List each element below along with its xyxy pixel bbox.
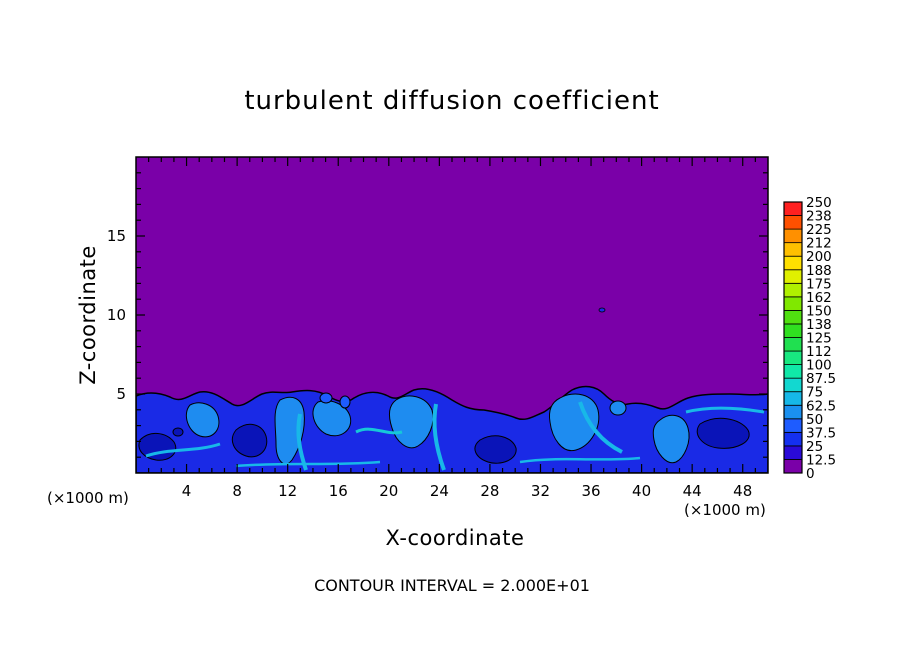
colorbar-swatch	[783, 228, 803, 244]
eddy-blob	[339, 395, 351, 409]
colorbar-label: 37.5	[806, 425, 836, 441]
x-tick-label: 4	[182, 482, 192, 500]
x-tick-label: 16	[329, 482, 348, 500]
colorbar-label: 175	[806, 276, 832, 292]
eddy-blob	[609, 400, 627, 416]
colorbar-swatch	[783, 282, 803, 298]
x-tick-label: 12	[278, 482, 297, 500]
colorbar-swatch	[783, 445, 803, 460]
colorbar-swatch	[783, 404, 803, 420]
eddy-filament	[685, 406, 765, 414]
eddy-blob	[598, 307, 606, 313]
x-tick-label: 36	[581, 482, 600, 500]
colorbar-swatch	[783, 377, 803, 393]
x-axis-label: X-coordinate	[385, 526, 525, 550]
colorbar-swatch	[783, 296, 803, 311]
colorbar-label: 200	[806, 249, 832, 265]
x-tick-label: 28	[480, 482, 499, 500]
colorbar-label: 162	[806, 290, 832, 306]
colorbar-label: 212	[806, 236, 832, 252]
colorbar-label: 125	[806, 331, 832, 347]
y-axis-ticks: 5 10 15	[107, 172, 768, 458]
colorbar-label: 112	[806, 344, 832, 360]
eddy-blob	[319, 392, 333, 404]
contour-interval-note: CONTOUR INTERVAL = 2.000E+01	[314, 576, 590, 595]
chart-title: turbulent diffusion coefficient	[244, 86, 660, 116]
colorbar-label: 62.5	[806, 398, 836, 414]
eddy-pocket	[231, 423, 268, 458]
colorbar-swatch	[783, 391, 803, 406]
x-axis-ticks: 4 8 12 16 20 24 28 32 36 40 44 48	[148, 157, 756, 500]
eddy-blob	[172, 427, 184, 437]
colorbar-label: 100	[806, 358, 832, 374]
colorbar-swatch	[783, 269, 803, 284]
y-unit-label: (×1000 m)	[47, 489, 129, 507]
colorbar-swatch	[783, 431, 803, 447]
colorbar-label: 250	[806, 195, 832, 211]
y-tick-label: 10	[107, 306, 126, 324]
eddy-plume	[652, 414, 690, 464]
y-tick-label: 15	[107, 227, 126, 245]
eddy-filament	[578, 401, 623, 454]
colorbar-swatch	[783, 255, 803, 271]
colorbar-swatch	[783, 459, 803, 474]
x-tick-label: 48	[733, 482, 752, 500]
x-tick-label: 32	[531, 482, 550, 500]
colorbar-swatch	[783, 323, 803, 338]
x-tick-label: 20	[379, 482, 398, 500]
eddy-pocket	[138, 433, 177, 461]
colorbar-swatch	[783, 418, 803, 433]
colorbar-label: 50	[806, 412, 823, 428]
eddy-plume	[312, 400, 352, 437]
colorbar-swatch	[783, 337, 803, 352]
colorbar-label: 238	[806, 209, 832, 225]
x-tick-label: 8	[232, 482, 242, 500]
eddy-plume	[549, 393, 600, 452]
x-tick-label: 44	[683, 482, 702, 500]
colorbar-label: 12.5	[806, 452, 836, 468]
colorbar-label: 188	[806, 263, 832, 279]
colorbar-swatch	[783, 242, 803, 257]
colorbar-swatch	[783, 309, 803, 325]
y-axis-label: Z-coordinate	[76, 245, 100, 385]
eddy-filament	[145, 442, 221, 458]
eddy-filament	[519, 456, 641, 464]
eddy-plume	[388, 395, 434, 449]
x-tick-label: 40	[632, 482, 651, 500]
colorbar: 012.52537.55062.57587.510011212513815016…	[783, 195, 836, 482]
eddy-filament	[235, 460, 381, 468]
colorbar-swatch	[783, 350, 803, 365]
eddy-pocket	[474, 435, 517, 464]
y-tick-label: 5	[116, 385, 126, 403]
colorbar-frame	[783, 201, 803, 474]
colorbar-label: 225	[806, 222, 832, 238]
x-tick-label: 24	[430, 482, 449, 500]
colorbar-swatch	[783, 215, 803, 230]
colorbar-label: 25	[806, 439, 823, 455]
eddy-plume	[185, 402, 220, 438]
eddy-filament	[296, 413, 308, 471]
colorbar-swatch	[783, 364, 803, 379]
eddy-filament	[355, 427, 403, 435]
colorbar-label: 87.5	[806, 371, 836, 387]
eddy-plume	[274, 396, 305, 465]
boundary-layer-field	[136, 307, 768, 473]
colorbar-label: 75	[806, 385, 823, 401]
eddy-filament	[432, 403, 446, 471]
colorbar-swatch	[783, 201, 803, 216]
colorbar-label: 150	[806, 303, 832, 319]
x-unit-label: (×1000 m)	[684, 501, 766, 519]
colorbar-label: 0	[806, 466, 815, 482]
colorbar-label: 138	[806, 317, 832, 333]
eddy-pocket	[696, 417, 750, 449]
